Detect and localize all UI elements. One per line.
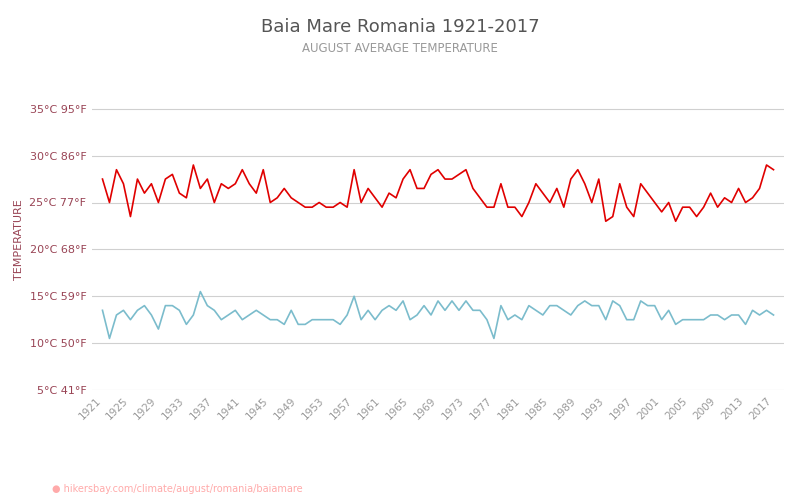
Y-axis label: TEMPERATURE: TEMPERATURE: [14, 200, 24, 280]
Text: ● hikersbay.com/climate/august/romania/baiamare: ● hikersbay.com/climate/august/romania/b…: [52, 484, 302, 494]
Text: Baia Mare Romania 1921-2017: Baia Mare Romania 1921-2017: [261, 18, 539, 36]
Text: AUGUST AVERAGE TEMPERATURE: AUGUST AVERAGE TEMPERATURE: [302, 42, 498, 56]
